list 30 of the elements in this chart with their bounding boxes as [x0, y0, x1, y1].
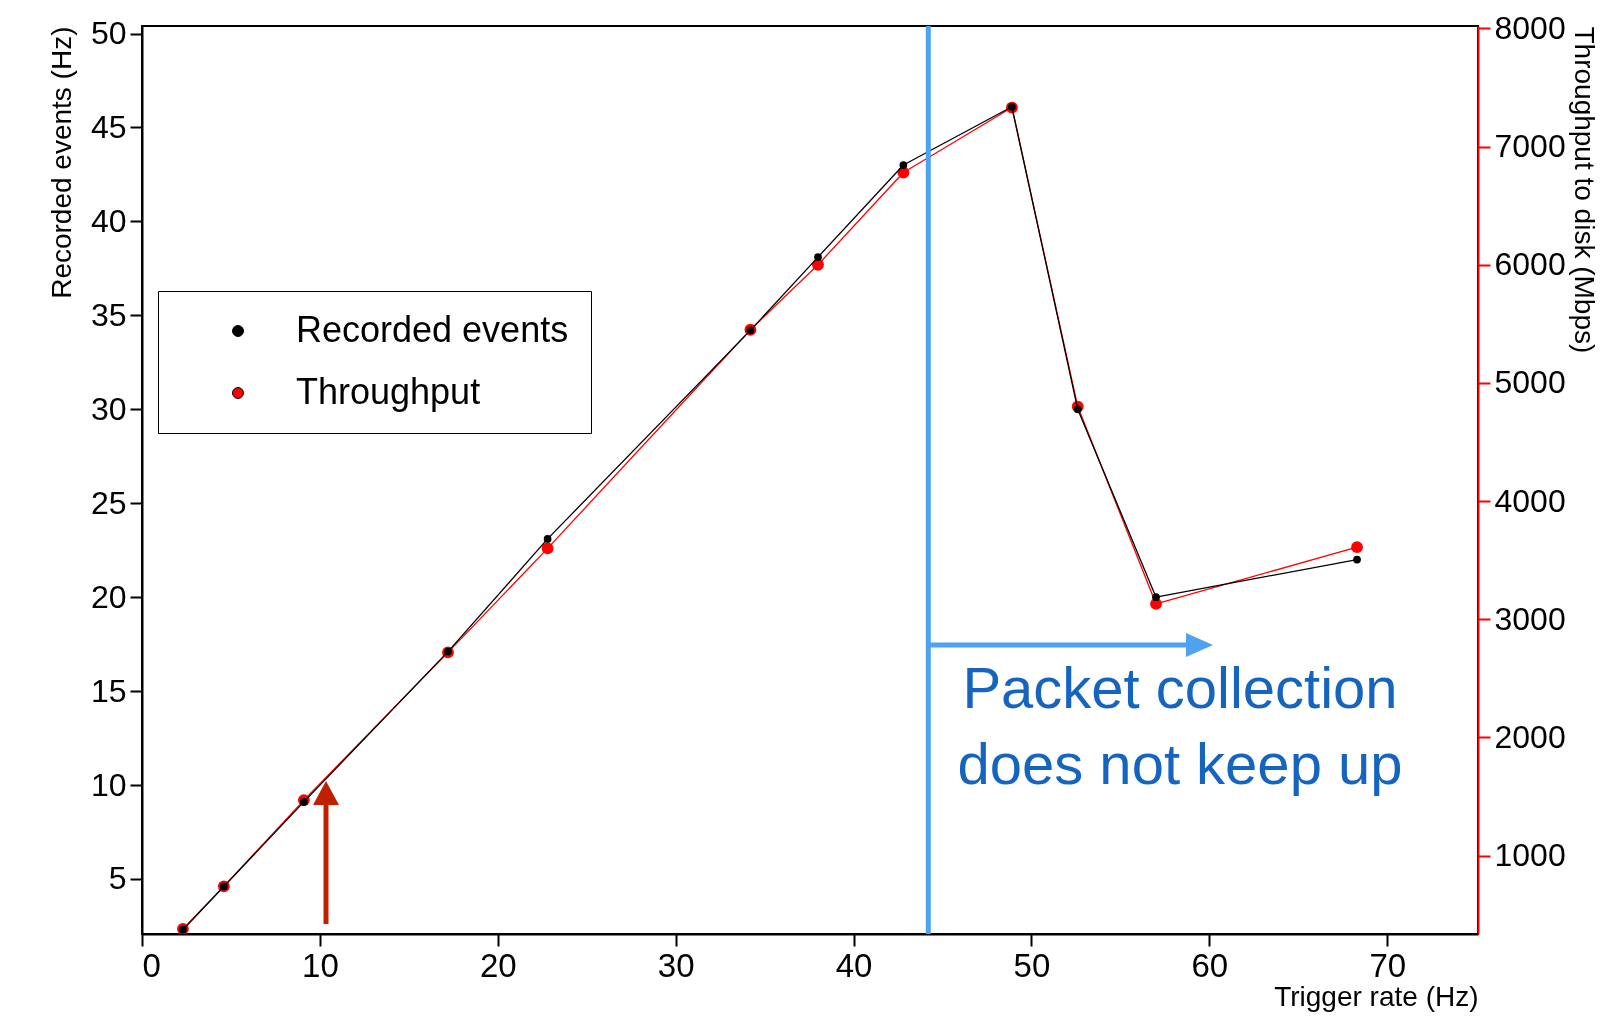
- y-tick-label: 45: [90, 108, 127, 145]
- y-tick-label: 40: [90, 202, 127, 239]
- y2-tick-label: 6000: [1494, 246, 1566, 283]
- y2-tick-label: 8000: [1494, 9, 1566, 46]
- y-tick-label: 5: [108, 860, 127, 897]
- y-tick-label: 15: [90, 672, 127, 709]
- y2-tick-label: 1000: [1494, 837, 1566, 874]
- y-tick-label: 25: [90, 484, 127, 521]
- y2-axis-title: Throughput to disk (Mbps): [1568, 26, 1600, 354]
- legend-label: Throughput: [296, 371, 481, 412]
- x-tick-label: 0: [142, 946, 161, 984]
- y-tick-label: 10: [90, 766, 127, 803]
- y2-tick-label: 7000: [1494, 128, 1566, 165]
- y-tick-label: 20: [90, 578, 127, 615]
- y2-tick-label: 2000: [1494, 718, 1566, 755]
- x-tick-label: 40: [835, 946, 873, 984]
- x-tick-label: 10: [302, 946, 339, 984]
- y2-tick-label: 5000: [1494, 364, 1566, 401]
- y-tick-label: 35: [90, 296, 127, 333]
- y2-tick-label: 4000: [1494, 482, 1566, 519]
- y2-tick-label: 3000: [1494, 600, 1566, 637]
- annotation: Packet collection does not keep up: [956, 654, 1404, 798]
- x-tick-label: 20: [479, 946, 517, 984]
- x-tick-label: 50: [1013, 946, 1051, 984]
- x-tick-label: 60: [1191, 946, 1229, 984]
- y-axis-title: Recorded events (Hz): [45, 26, 77, 299]
- x-tick-label: 30: [657, 946, 695, 984]
- y-tick-label: 30: [90, 390, 127, 427]
- y-tick-label: 50: [90, 15, 127, 52]
- legend-label: Recorded events: [296, 309, 569, 350]
